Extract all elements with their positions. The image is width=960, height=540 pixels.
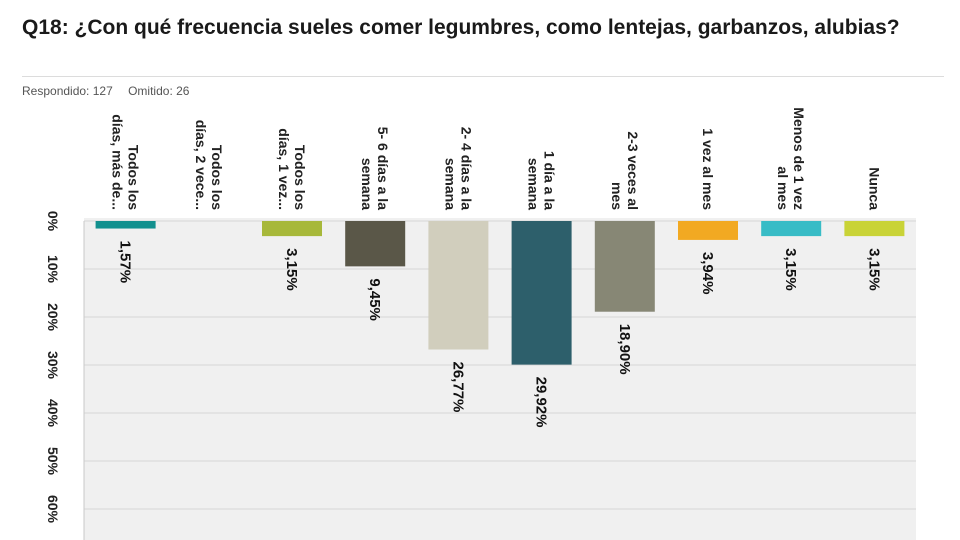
bar[interactable] (428, 221, 489, 350)
bar[interactable] (95, 221, 156, 229)
value-label: 1,57% (117, 241, 134, 284)
category-label: 1 día a lasemana (526, 151, 558, 210)
y-tick-label: 10% (45, 255, 61, 284)
value-label: 3,15% (865, 248, 882, 291)
category-label: 5- 6 días a lasemana (359, 127, 391, 210)
category-label: Todos losdías, 2 vece... (193, 120, 225, 211)
grid-lines (84, 220, 916, 510)
bar[interactable] (844, 221, 905, 237)
category-label: Menos de 1 vezal mes (775, 107, 807, 210)
question-title: Q18: ¿Con qué frecuencia sueles comer le… (22, 16, 900, 39)
y-tick-label: 60% (45, 495, 61, 524)
bar[interactable] (511, 221, 572, 365)
value-label: 9,45% (366, 278, 383, 321)
answered-count: Respondido: 127 (22, 84, 113, 98)
response-summary: Respondido: 127 Omitido: 26 (22, 84, 201, 98)
bar[interactable] (345, 221, 406, 267)
value-label: 3,15% (782, 248, 799, 291)
y-tick-label: 50% (45, 447, 61, 476)
y-tick-label: 0% (45, 211, 61, 232)
value-labels: 1,57% 3,15% 9,45% 26,77% 29,92% 18,90% 3,94% 3,… (117, 241, 883, 428)
category-label: Todos losdías, más de... (110, 114, 142, 210)
category-label: 1 vez al mes (700, 128, 716, 210)
y-axis: 0% 10% 20% 30% 40% 50% 60% (45, 211, 85, 540)
title-divider (22, 76, 944, 77)
category-label: Nunca (866, 167, 882, 210)
value-label: 26,77% (449, 361, 466, 412)
category-label: 2- 4 días a lasemana (442, 127, 474, 210)
skipped-count: Omitido: 26 (128, 84, 190, 98)
bar[interactable] (761, 221, 822, 237)
y-tick-label: 40% (45, 399, 61, 428)
bar[interactable] (262, 221, 322, 237)
bar[interactable] (594, 221, 655, 312)
category-label: Todos losdías, 1 vez... (276, 128, 308, 210)
value-label: 29,92% (533, 377, 550, 428)
value-label: 3,94% (699, 252, 716, 295)
y-tick-label: 20% (45, 303, 61, 332)
category-labels: Todos losdías, más de... Todos losdías, 2… (110, 107, 883, 210)
bars (95, 221, 905, 365)
y-tick-label: 30% (45, 351, 61, 380)
plot-background (84, 218, 916, 540)
bar[interactable] (678, 221, 738, 240)
value-label: 18,90% (616, 324, 633, 375)
value-label: 3,15% (283, 248, 300, 291)
category-label: 2-3 veces almes (609, 131, 641, 210)
